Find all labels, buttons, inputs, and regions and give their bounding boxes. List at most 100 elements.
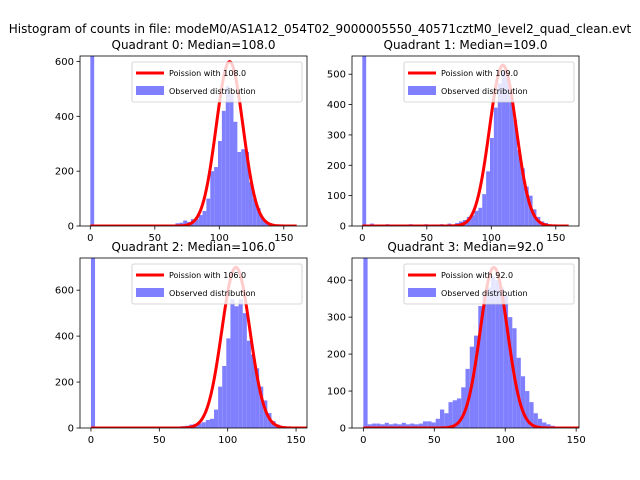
legend-label-observed: Observed distribution <box>169 289 256 298</box>
histogram-bar <box>513 119 518 226</box>
x-tick-label: 50 <box>153 435 166 446</box>
y-tick-label: 400 <box>55 112 74 123</box>
plot-area <box>362 56 569 226</box>
histogram-bar <box>206 198 211 226</box>
poisson-fit-line <box>362 63 569 226</box>
histogram-bar <box>439 409 445 428</box>
histogram-bar <box>397 424 402 428</box>
x-tick-label: 0 <box>88 435 94 446</box>
histogram-bar <box>393 423 398 428</box>
axes-frame <box>351 257 580 429</box>
histogram-bar <box>183 220 188 226</box>
histogram-bar <box>226 338 231 428</box>
histogram-bar <box>229 94 234 226</box>
histogram-bar <box>205 419 210 428</box>
y-tick-label: 200 <box>327 350 346 361</box>
legend-box <box>131 263 303 305</box>
histogram-bar <box>201 422 206 428</box>
x-tick-label: 0 <box>359 233 365 244</box>
histogram-bar <box>497 83 502 226</box>
figure-suptitle: Histogram of counts in file: modeM0/AS1A… <box>9 22 632 36</box>
histogram-bar <box>508 317 513 428</box>
histogram-bar <box>380 424 385 428</box>
subplot-title: Quadrant 0: Median=108.0 <box>112 38 276 52</box>
histogram-bar <box>520 376 526 428</box>
histogram-bar <box>252 198 257 226</box>
histogram-bar <box>486 171 491 226</box>
y-tick-label: 400 <box>327 276 346 287</box>
legend-label-observed: Observed distribution <box>441 289 528 298</box>
histogram-bar <box>371 423 377 428</box>
histogram-bar <box>474 210 479 226</box>
histogram-bar <box>259 386 264 428</box>
y-tick-label: 500 <box>327 70 346 81</box>
y-tick-label: 300 <box>327 130 346 141</box>
subplot-0: 0 50 100 150 0 200 400 600 Quadrant 0: Median=10… <box>55 38 308 244</box>
histogram-bar <box>218 141 222 226</box>
legend-label-observed: Observed distribution <box>169 87 256 96</box>
histogram-bar <box>491 276 496 428</box>
histogram-bar <box>362 56 367 226</box>
legend-box <box>403 61 575 103</box>
histogram-bar <box>418 423 423 428</box>
histogram-bar <box>237 151 242 226</box>
subplot-1: 0 50 100 150 0 100 200 300 400 500 Quadrant 1: Med… <box>327 38 580 244</box>
y-tick-label: 100 <box>327 191 346 202</box>
histogram-bar <box>198 215 203 226</box>
histogram-bar <box>478 207 483 226</box>
histogram-bar <box>444 413 449 428</box>
histogram-bar <box>221 110 226 226</box>
axes-frame <box>79 257 308 429</box>
y-tick-label: 200 <box>327 161 346 172</box>
histogram-bar <box>246 340 251 428</box>
histogram-bar <box>524 186 529 226</box>
histogram-bar <box>376 423 381 428</box>
histogram-bar <box>230 299 235 428</box>
histogram-bar <box>495 280 500 428</box>
legend-label-fit: Poission with 109.0 <box>441 69 518 78</box>
histogram-bar <box>509 95 514 226</box>
histogram-bar <box>431 422 436 428</box>
histogram-bar <box>209 418 215 428</box>
histogram-bar <box>435 418 440 428</box>
x-tick-label: 0 <box>87 233 93 244</box>
histogram-bar <box>474 335 479 428</box>
x-tick-label: 150 <box>287 435 306 446</box>
histogram-bar <box>482 194 487 226</box>
histogram-bar <box>384 422 389 428</box>
y-tick-label: 0 <box>68 424 74 435</box>
legend: Poission with 92.0 Observed distribution <box>403 263 575 305</box>
y-tick-label: 600 <box>55 286 74 297</box>
histogram-bar <box>222 365 227 428</box>
histogram-bar <box>470 215 475 226</box>
histogram-bar <box>520 168 525 226</box>
histogram-bar <box>503 294 509 428</box>
histogram-bar <box>233 121 238 226</box>
histogram-bar <box>255 368 260 428</box>
histogram-bar <box>505 77 510 226</box>
y-tick-label: 200 <box>55 167 74 178</box>
legend: Poission with 109.0 Observed distribution <box>403 61 575 103</box>
subplot-2: 0 50 100 150 0 200 400 600 Quadrant 2: Median=10… <box>55 240 308 446</box>
histogram-bar <box>525 391 530 428</box>
axes-frame <box>351 55 580 227</box>
legend: Poission with 108.0 Observed distribution <box>131 61 303 103</box>
legend-bar-swatch <box>408 86 436 95</box>
histogram-bar <box>248 182 253 226</box>
histogram-bar <box>367 424 372 428</box>
histogram-bar <box>225 86 230 226</box>
histogram-bar <box>401 422 406 428</box>
histogram-bar <box>542 422 547 428</box>
y-tick-label: 200 <box>55 378 74 389</box>
y-tick-label: 0 <box>340 222 346 233</box>
plot-area <box>90 56 297 226</box>
poisson-fit-line <box>90 265 307 428</box>
histogram-bar <box>546 424 551 428</box>
x-tick-label: 100 <box>482 233 501 244</box>
histogram-bar <box>537 418 543 428</box>
histogram-bar <box>501 71 506 226</box>
x-tick-label: 50 <box>420 233 433 244</box>
histogram-bar <box>218 386 223 428</box>
subplot-title: Quadrant 1: Median=109.0 <box>384 38 548 52</box>
legend-label-fit: Poission with 92.0 <box>441 271 513 280</box>
